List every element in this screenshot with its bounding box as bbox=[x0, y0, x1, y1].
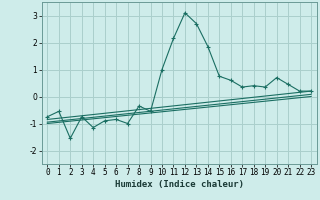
X-axis label: Humidex (Indice chaleur): Humidex (Indice chaleur) bbox=[115, 180, 244, 189]
